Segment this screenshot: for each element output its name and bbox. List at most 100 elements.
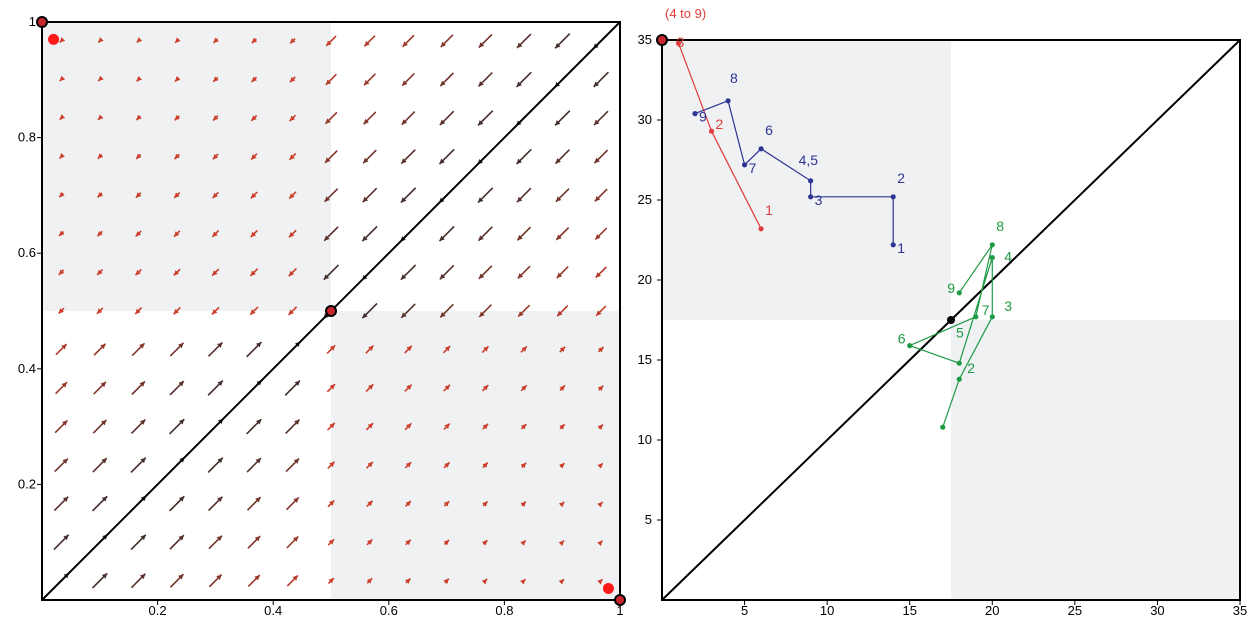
data-point bbox=[940, 424, 946, 430]
field-arrow-head bbox=[444, 384, 450, 391]
field-arrow-head bbox=[212, 192, 218, 199]
field-arrow-head bbox=[597, 502, 603, 508]
field-arrow-head bbox=[139, 419, 146, 425]
field-arrow-head bbox=[483, 346, 489, 352]
field-arrow-head bbox=[175, 37, 181, 43]
field-arrow-head bbox=[439, 119, 446, 126]
field-arrow-head bbox=[363, 79, 370, 86]
data-point bbox=[675, 40, 682, 46]
field-arrow-head bbox=[520, 424, 527, 430]
field-arrow-head bbox=[558, 579, 565, 585]
series-2: 1 2 3 4,5 6 7 8 9 bbox=[692, 70, 905, 256]
field-arrow-head bbox=[292, 536, 299, 542]
field-arrow-head bbox=[97, 153, 104, 159]
field-arrow-head bbox=[482, 423, 489, 430]
field-arrow-head bbox=[62, 420, 68, 426]
field-arrow-head bbox=[213, 115, 219, 121]
field-arrow-head bbox=[178, 535, 184, 541]
x-tick-label: 0.4 bbox=[264, 603, 282, 618]
x-tick-label: 10 bbox=[820, 603, 834, 618]
field-arrow-head bbox=[97, 269, 103, 275]
field-arrow-head bbox=[63, 534, 69, 541]
field-arrow-head bbox=[595, 272, 602, 278]
field-arrow-head bbox=[477, 197, 484, 203]
field-arrow-head bbox=[482, 501, 488, 507]
field-arrow-head bbox=[556, 234, 562, 240]
x-tick-label: 35 bbox=[1233, 603, 1247, 618]
field-arrow-head bbox=[367, 539, 373, 545]
field-arrow-head bbox=[217, 342, 223, 348]
field-arrow-head bbox=[100, 419, 107, 426]
field-arrow-head bbox=[178, 342, 184, 349]
data-point bbox=[956, 360, 962, 366]
field-arrow-head bbox=[59, 230, 65, 236]
field-arrow-head bbox=[59, 75, 66, 82]
point-label: 9 bbox=[699, 109, 707, 125]
field-arrow-head bbox=[405, 539, 411, 546]
field-arrow-head bbox=[325, 79, 332, 85]
field-arrow-head bbox=[328, 500, 335, 506]
field-arrow-head bbox=[366, 578, 373, 584]
field-arrow-head bbox=[555, 158, 561, 164]
x-tick-label: 15 bbox=[902, 603, 916, 618]
field-arrow-head bbox=[174, 76, 181, 82]
data-point bbox=[741, 162, 748, 168]
plot-frame bbox=[661, 39, 1241, 601]
point-label: 9 bbox=[947, 280, 955, 296]
field-arrow-head bbox=[367, 500, 373, 507]
field-arrow-head bbox=[478, 235, 484, 241]
field-arrow-head bbox=[329, 345, 336, 351]
point-label: 2 bbox=[967, 360, 975, 376]
field-arrow-head bbox=[216, 535, 223, 542]
field-arrow-head bbox=[440, 80, 446, 87]
field-arrow-head bbox=[325, 118, 331, 124]
y-tick-label: 15 bbox=[638, 352, 652, 367]
field-arrow-head bbox=[443, 539, 450, 546]
y-tick-label: 30 bbox=[638, 112, 652, 127]
field-arrow-head bbox=[593, 81, 600, 87]
data-point bbox=[890, 242, 896, 248]
field-arrow-head bbox=[481, 540, 488, 546]
field-arrow-head bbox=[481, 578, 488, 585]
field-arrow-head bbox=[294, 419, 300, 425]
field-arrow-head bbox=[250, 192, 257, 199]
field-arrow-head bbox=[559, 463, 565, 469]
center-point bbox=[947, 316, 955, 324]
field-arrow-head bbox=[250, 270, 256, 276]
field-arrow-head bbox=[367, 423, 374, 429]
point-label: 7 bbox=[982, 302, 990, 318]
x-tick-label: 0.8 bbox=[495, 603, 513, 618]
field-arrow-head bbox=[178, 574, 184, 580]
field-arrow-head bbox=[521, 385, 527, 391]
field-arrow-head bbox=[135, 192, 142, 198]
y-tick-label: 0.2 bbox=[18, 476, 36, 491]
point-label: 6 bbox=[765, 122, 773, 138]
point-label: 1 bbox=[765, 202, 773, 218]
field-arrow-head bbox=[364, 40, 370, 47]
field-arrow-head bbox=[212, 270, 218, 276]
x-tick-label: 1 bbox=[616, 603, 623, 618]
field-arrow-head bbox=[363, 118, 369, 125]
field-arrow-head bbox=[251, 76, 257, 83]
data-point bbox=[708, 128, 715, 134]
data-point bbox=[725, 98, 731, 104]
field-arrow-head bbox=[289, 154, 295, 160]
data-point bbox=[956, 376, 962, 382]
field-arrow-head bbox=[178, 496, 185, 502]
y-tick-label: 25 bbox=[638, 192, 652, 207]
field-arrow-head bbox=[255, 497, 261, 503]
equilibrium-point bbox=[36, 16, 48, 28]
field-arrow-head bbox=[97, 230, 103, 237]
field-arrow-head bbox=[140, 457, 146, 464]
field-arrow-head bbox=[288, 270, 295, 277]
field-arrow-head bbox=[292, 575, 298, 581]
field-arrow-head bbox=[516, 81, 522, 87]
field-arrow-head bbox=[520, 462, 527, 469]
field-arrow-head bbox=[58, 308, 64, 314]
field-arrow-head bbox=[255, 458, 261, 464]
field-arrow-head bbox=[558, 501, 565, 508]
field-arrow-head bbox=[558, 540, 565, 546]
field-arrow-head bbox=[174, 231, 180, 237]
field-arrow-head bbox=[521, 346, 527, 352]
